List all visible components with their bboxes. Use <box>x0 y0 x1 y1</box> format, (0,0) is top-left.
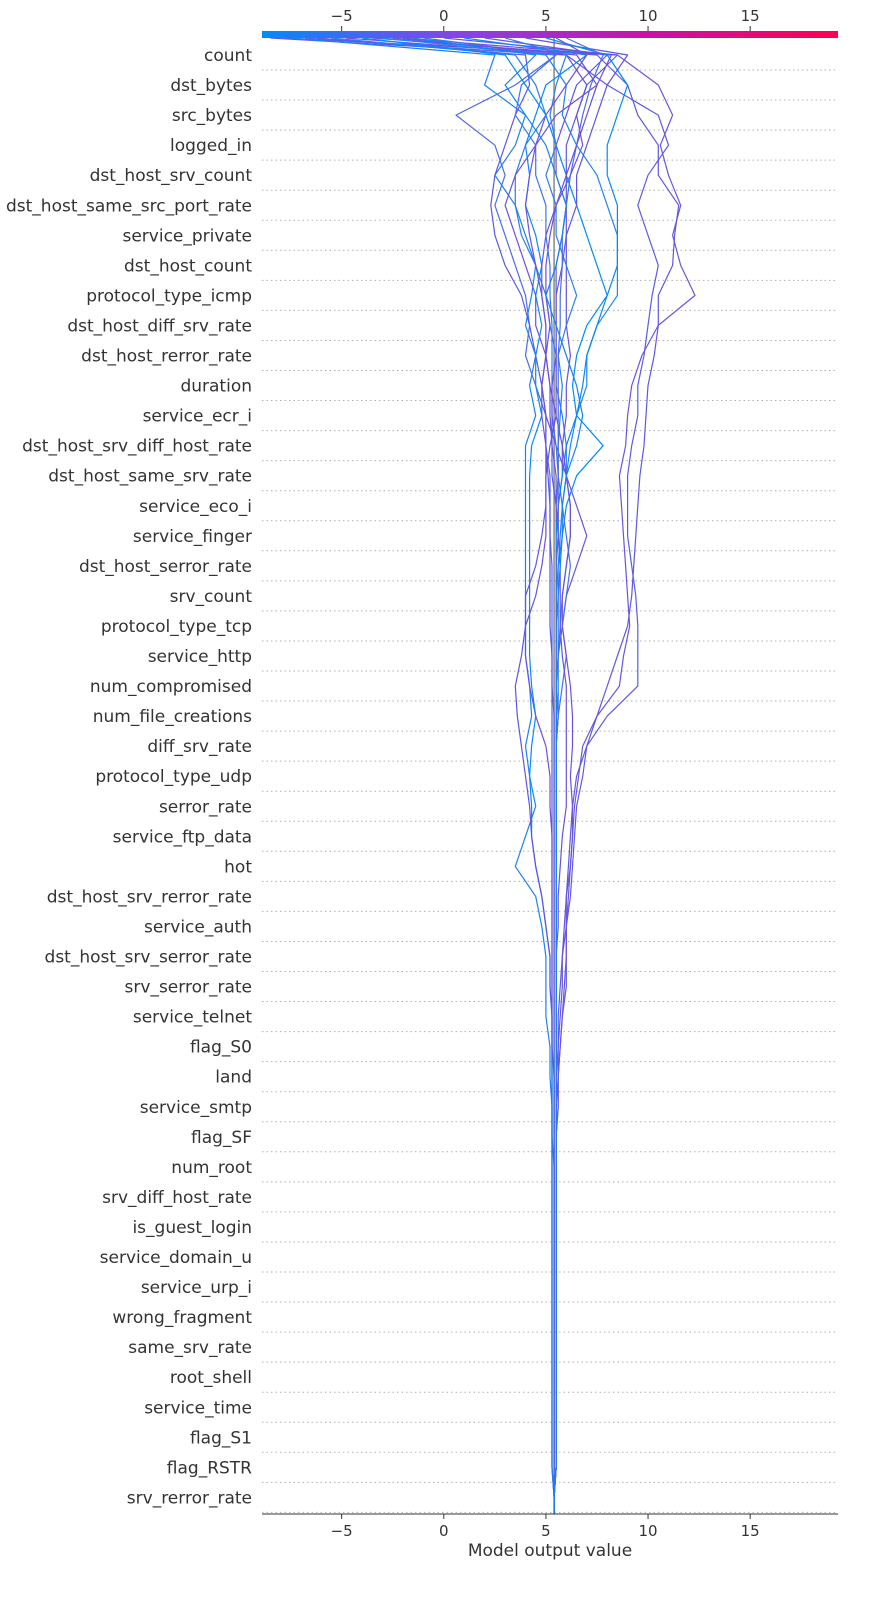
feature-label: wrong_fragment <box>112 1308 252 1328</box>
top-tick-label: 15 <box>741 7 760 25</box>
x-tick-label: 5 <box>541 1522 551 1540</box>
feature-label: srv_diff_host_rate <box>102 1188 252 1208</box>
feature-label: service_http <box>148 647 252 667</box>
feature-label: duration <box>180 377 252 397</box>
feature-label: dst_bytes <box>170 76 252 96</box>
feature-label: service_time <box>144 1398 252 1418</box>
feature-label: root_shell <box>170 1368 252 1388</box>
feature-label: flag_SF <box>191 1128 252 1148</box>
x-tick-label: −5 <box>331 1522 353 1540</box>
x-tick-label: 0 <box>439 1522 449 1540</box>
feature-label: srv_count <box>170 587 253 607</box>
feature-label: dst_host_same_src_port_rate <box>6 196 252 216</box>
feature-label: service_domain_u <box>100 1248 252 1268</box>
top-axis: −5 0 5 10 15 <box>331 7 760 31</box>
feature-label: service_finger <box>133 527 252 547</box>
decision-line <box>345 37 588 1514</box>
feature-label: dst_host_srv_rerror_rate <box>47 887 252 907</box>
feature-label: flag_S0 <box>190 1038 252 1058</box>
x-axis: −5 0 5 10 15 <box>262 1513 838 1540</box>
decision-line <box>423 37 572 1514</box>
feature-label: num_compromised <box>90 677 252 697</box>
feature-label: dst_host_serror_rate <box>79 557 252 577</box>
decision-lines <box>270 37 696 1514</box>
top-tick-label: −5 <box>331 7 353 25</box>
feature-label: srv_rerror_rate <box>127 1488 252 1508</box>
feature-label: logged_in <box>170 136 252 156</box>
decision-line <box>290 37 555 1514</box>
colorbar <box>262 31 838 38</box>
feature-label: dst_host_diff_srv_rate <box>67 316 252 336</box>
decision-line <box>284 37 696 1514</box>
feature-label: dst_host_srv_count <box>90 166 253 186</box>
x-tick-label: 10 <box>638 1522 657 1540</box>
decision-line <box>545 37 629 1514</box>
feature-label: hot <box>224 857 252 877</box>
feature-label: protocol_type_icmp <box>86 286 252 306</box>
decision-line <box>304 37 557 1514</box>
feature-label: is_guest_login <box>132 1218 252 1238</box>
feature-label: srv_serror_rate <box>125 978 252 998</box>
feature-label: serror_rate <box>159 797 252 817</box>
x-tick-label: 15 <box>741 1522 760 1540</box>
feature-label: service_ftp_data <box>113 827 252 847</box>
feature-label: dst_host_srv_serror_rate <box>45 948 252 968</box>
top-tick-label: 0 <box>439 7 449 25</box>
feature-label: service_telnet <box>133 1008 252 1028</box>
feature-label: protocol_type_tcp <box>101 617 252 637</box>
feature-label: diff_srv_rate <box>147 737 252 757</box>
feature-label: src_bytes <box>172 106 252 126</box>
decision-line <box>270 37 670 1514</box>
decision-line <box>317 37 555 1514</box>
feature-label: flag_S1 <box>190 1428 252 1448</box>
feature-label: same_srv_rate <box>128 1338 252 1358</box>
feature-label: dst_host_rerror_rate <box>81 347 252 367</box>
feature-label: num_file_creations <box>93 707 252 727</box>
top-tick-label: 5 <box>541 7 551 25</box>
feature-label: service_eco_i <box>139 497 252 517</box>
feature-label: dst_host_same_srv_rate <box>48 467 252 487</box>
feature-label: protocol_type_udp <box>95 767 252 787</box>
feature-label: service_ecr_i <box>143 407 252 427</box>
feature-label: dst_host_srv_diff_host_rate <box>22 437 252 457</box>
feature-label: service_auth <box>144 917 252 937</box>
feature-labels: count dst_bytes src_bytes logged_in dst_host… <box>6 46 252 1508</box>
decision-line <box>443 37 619 1514</box>
decision-line <box>514 37 629 1514</box>
decision-line <box>464 37 588 1514</box>
feature-label: dst_host_count <box>124 256 252 276</box>
feature-label: service_smtp <box>140 1098 252 1118</box>
feature-label: count <box>204 46 252 66</box>
feature-label: service_urp_i <box>141 1278 252 1298</box>
top-tick-label: 10 <box>638 7 657 25</box>
feature-label: service_private <box>122 226 252 246</box>
feature-label: num_root <box>171 1158 252 1178</box>
feature-label: flag_RSTR <box>167 1458 252 1478</box>
decision-line <box>413 37 584 1514</box>
feature-label: land <box>215 1068 252 1088</box>
decision-line <box>402 37 612 1514</box>
x-axis-title: Model output value <box>468 1541 632 1561</box>
colorbar-gradient <box>262 31 838 38</box>
